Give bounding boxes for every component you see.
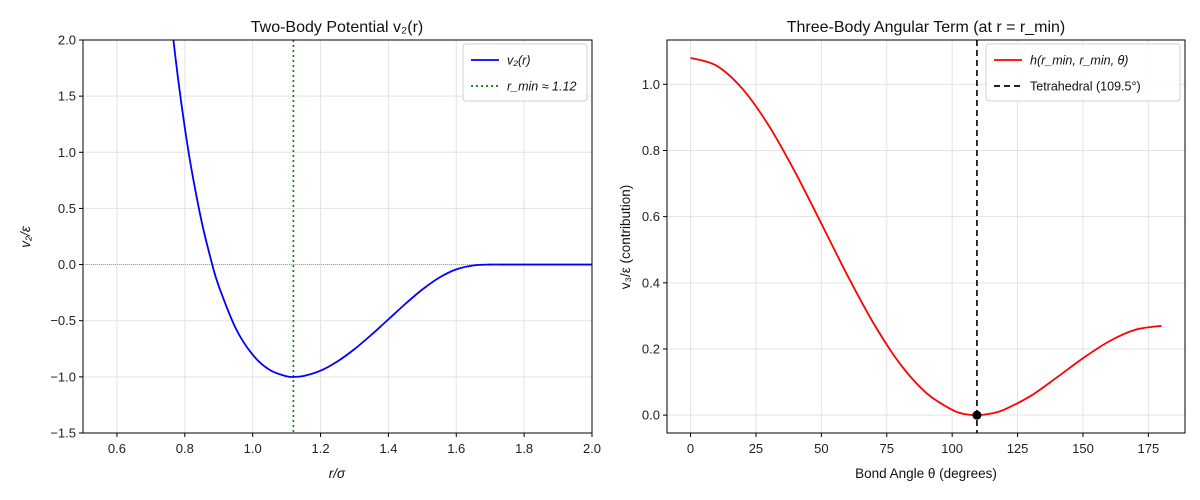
x-tick-label: 1.0 — [244, 441, 262, 456]
x-tick-label: 1.6 — [447, 441, 465, 456]
left-chart-title: Two-Body Potential v₂(r) — [251, 19, 424, 36]
right-y-axis-label: v₃/ε (contribution) — [618, 185, 633, 290]
y-tick-label: 0.4 — [642, 275, 660, 290]
y-tick-label: 1.0 — [642, 77, 660, 92]
left-chart: 0.6 0.8 1.0 1.2 1.4 1.6 1.8 2.0 −1.5 −1.0 −0.5 0.0 0… — [50, 33, 601, 457]
y-tick-label: 1.5 — [58, 89, 76, 104]
x-tick-label: 0 — [687, 441, 694, 456]
y-tick-label: −1.0 — [50, 369, 76, 384]
plot-area — [83, 40, 592, 433]
x-tick-label: 1.2 — [311, 441, 329, 456]
y-tick-label: 0.8 — [642, 143, 660, 158]
right-x-axis-label: Bond Angle θ (degrees) — [855, 466, 997, 481]
y-tick-label: 0.0 — [642, 408, 660, 423]
right-chart-title: Three-Body Angular Term (at r = r_min) — [787, 19, 1065, 36]
minimum-marker — [972, 410, 982, 420]
legend-label: Tetrahedral (109.5°) — [1030, 80, 1141, 94]
x-tick-label: 25 — [749, 441, 763, 456]
legend-label: h(r_min, r_min, θ) — [1030, 54, 1128, 68]
x-tick-label: 125 — [1007, 441, 1029, 456]
legend: h(r_min, r_min, θ) Tetrahedral (109.5°) — [985, 43, 1181, 102]
plot-area — [690, 40, 1162, 433]
x-tick-label: 1.4 — [379, 441, 397, 456]
x-tick-label: 2.0 — [583, 441, 601, 456]
legend-label: r_min ≈ 1.12 — [507, 80, 576, 94]
x-tick-label: 0.8 — [176, 441, 194, 456]
x-tick-label: 175 — [1138, 441, 1160, 456]
left-y-axis-label: v₂/ε — [18, 225, 33, 248]
axes-frame — [82, 39, 593, 434]
y-tick-label: 0.0 — [58, 257, 76, 272]
legend-label: v₂(r) — [507, 54, 531, 68]
left-x-axis-label: r/σ — [329, 466, 346, 481]
axes-frame — [666, 39, 1186, 434]
y-tick-label: 1.0 — [58, 145, 76, 160]
y-tick-label: 0.2 — [642, 341, 660, 356]
right-chart: 0 25 50 75 100 125 150 175 0.0 0.2 0.4 0.6 0.8 1.0 h(r… — [642, 39, 1186, 456]
x-tick-label: 100 — [941, 441, 963, 456]
legend: v₂(r) r_min ≈ 1.12 — [462, 43, 588, 102]
x-tick-label: 0.6 — [108, 441, 126, 456]
y-tick-label: −0.5 — [50, 313, 76, 328]
x-tick-label: 50 — [814, 441, 828, 456]
series-line — [690, 56, 1162, 417]
y-tick-label: 0.5 — [58, 201, 76, 216]
x-tick-label: 150 — [1072, 441, 1094, 456]
x-tick-label: 75 — [880, 441, 894, 456]
y-tick-label: 0.6 — [642, 209, 660, 224]
legend-box — [985, 43, 1181, 102]
legend-box — [462, 43, 588, 102]
y-tick-label: 2.0 — [58, 33, 76, 48]
series-line — [172, 40, 592, 378]
y-tick-label: −1.5 — [50, 426, 76, 441]
x-tick-label: 1.8 — [515, 441, 533, 456]
